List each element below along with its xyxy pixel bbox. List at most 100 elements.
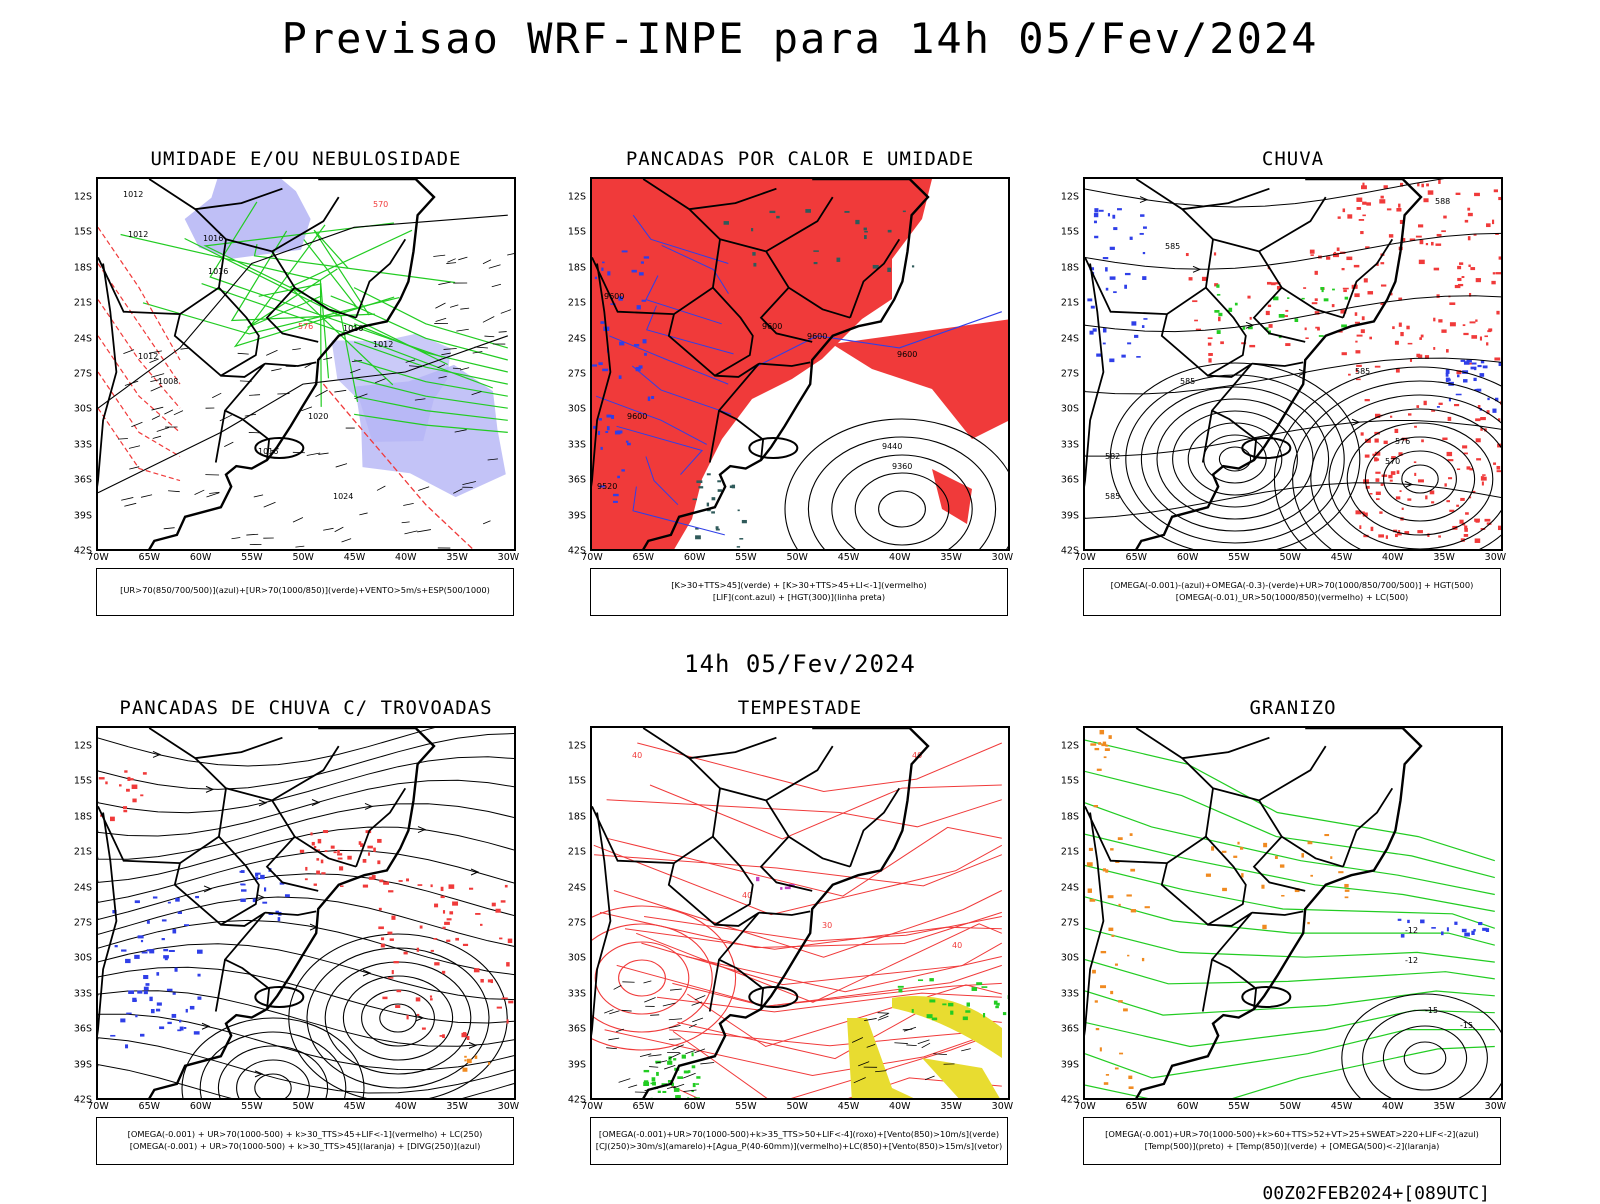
omega-area-blue (1143, 252, 1145, 254)
rain-area-red (1390, 480, 1393, 482)
divergence-area-blue (173, 993, 176, 995)
omega-area-orange (1344, 884, 1348, 887)
rain-area-red (1434, 268, 1439, 271)
rain-area-red (1381, 284, 1386, 286)
rain-area-red (1497, 470, 1503, 472)
storm-area-red (404, 952, 408, 955)
omega-area-orange (1131, 909, 1136, 912)
rain-area-red (1315, 327, 1319, 329)
rain-area-red (1428, 190, 1434, 194)
omega-area-blue (1093, 328, 1097, 331)
rain-area-red (1438, 319, 1442, 322)
thickness-contour-red (98, 408, 180, 480)
wind-850-vector (609, 1011, 619, 1014)
wind-850-vector (644, 997, 655, 1002)
storm-area-red (388, 890, 393, 892)
divergence-area-blue (184, 924, 189, 926)
rain-area-red (1337, 247, 1340, 251)
latitude-tick-label: 27S (1061, 918, 1079, 929)
legend-text: [OMEGA(-0.01)_UR>50(1000/850)(vermelho) … (1084, 591, 1500, 603)
contour-label: 9360 (892, 462, 912, 471)
rain-area-red (1426, 243, 1428, 245)
longitude-tick-label: 35W (446, 1101, 467, 1112)
wind-850-vector (894, 1043, 907, 1044)
latitude-tick-label: 18S (74, 811, 92, 822)
longitude-tick-label: 45W (838, 552, 859, 563)
contour-label: 1020 (308, 412, 328, 421)
wind-vector (151, 386, 162, 391)
kt-index-area-green (738, 510, 740, 512)
latitude-tick-label: 15S (568, 227, 586, 238)
lifted-index-contour-blue (606, 415, 611, 418)
divergence-area-blue (198, 974, 201, 977)
country-border (1252, 911, 1303, 915)
wind-vector (418, 487, 429, 491)
omega-area-blue (1448, 379, 1450, 381)
omega-area-green (1235, 303, 1238, 306)
storm-area-red (132, 785, 138, 789)
longitude-tick-label: 50W (292, 552, 313, 563)
rain-area-red (1357, 335, 1363, 337)
latitude-tick-label: 30S (74, 953, 92, 964)
geopotential-contour-black (1402, 465, 1438, 493)
omega-area-orange (1110, 848, 1113, 850)
wind-850-area-green (644, 1080, 648, 1082)
omega-area-blue (1094, 213, 1098, 217)
omega-area-orange (1241, 873, 1243, 877)
divergence-area-blue (178, 912, 182, 914)
hail-area-blue (1398, 919, 1402, 921)
streamline-black (98, 780, 516, 836)
wind-850-area-green (650, 1098, 652, 1100)
wind-vector (124, 503, 136, 506)
wind-vector (435, 303, 445, 308)
wind-850-area-green (692, 1052, 694, 1056)
storm-area-red (469, 888, 473, 890)
divergence-area-blue (126, 1013, 131, 1015)
divergence-area-blue (144, 991, 148, 994)
wind-850-area-green (674, 1088, 680, 1092)
wind-vector (456, 329, 468, 331)
rain-area-red (1408, 343, 1413, 345)
longitude-tick-label: 45W (838, 1101, 859, 1112)
storm-area-red (379, 880, 383, 883)
lifted-index-contour-blue (613, 501, 618, 503)
omega-area-green (1332, 289, 1335, 291)
contour-label: -12 (1405, 956, 1418, 965)
country-border (216, 913, 265, 1012)
wind-850-vector (648, 1055, 661, 1057)
divergence-area-blue (167, 1022, 171, 1024)
omega-area-blue (1140, 233, 1144, 235)
kt-index-area-green (753, 263, 756, 267)
humidity-contour-green (354, 288, 508, 348)
rain-area-red (1456, 505, 1459, 507)
latitude-tick-label: 18S (1061, 262, 1079, 273)
wind-vector (458, 257, 467, 260)
storm-area-red (397, 990, 402, 992)
wind-vector (157, 428, 169, 432)
wind-vector (507, 253, 516, 255)
contour-label: 1012 (128, 230, 148, 239)
legend-text: [OMEGA(-0.001) + UR>70(1000-500) + k>30_… (97, 1128, 513, 1140)
rain-area-red (1444, 483, 1446, 486)
wind-850-area-green (696, 1083, 699, 1085)
divergence-area-blue (264, 887, 266, 891)
storm-area-red (334, 851, 337, 853)
wind-vector (293, 518, 303, 523)
wind-850-vector (904, 1027, 916, 1031)
rain-area-red (1386, 535, 1388, 539)
latitude-tick-label: 12S (74, 192, 92, 203)
wind-vector (499, 332, 507, 333)
storm-area-red (337, 850, 340, 853)
wind-850-area-green (995, 1006, 999, 1008)
wind-850-area-green (673, 1058, 676, 1060)
storm-area-red (314, 884, 317, 886)
wind-vector (295, 546, 304, 547)
longitude-tick-label: 65W (1126, 552, 1147, 563)
rain-area-red (1371, 527, 1374, 531)
storm-area-red (499, 938, 502, 940)
rain-area-red (1360, 231, 1363, 234)
rain-area-red (1395, 341, 1399, 345)
